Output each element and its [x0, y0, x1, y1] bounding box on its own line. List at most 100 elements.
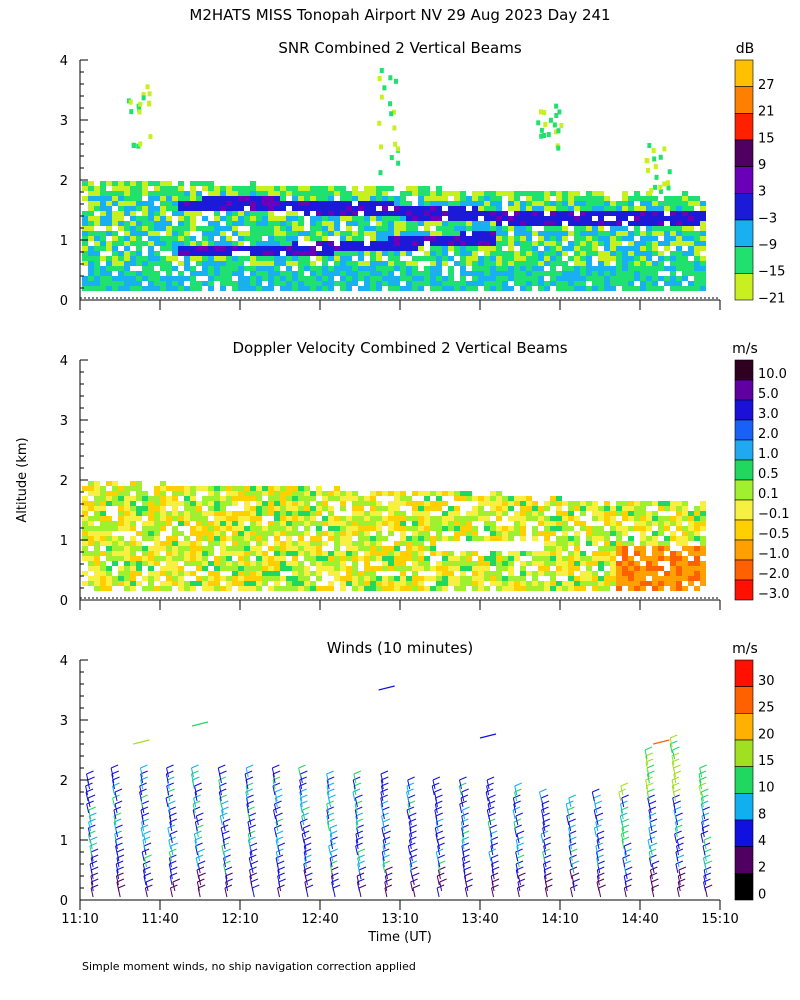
doppler-cell — [568, 571, 574, 576]
doppler-cell — [346, 526, 352, 531]
doppler-cell — [130, 481, 136, 486]
wind-barb-flag — [543, 836, 551, 841]
doppler-cell — [112, 541, 118, 546]
snr-cell — [118, 216, 124, 221]
snr-cell — [382, 186, 388, 191]
doppler-cell — [148, 546, 154, 551]
snr-cell — [574, 281, 580, 286]
doppler-cell — [460, 526, 466, 531]
dop-colorbar-label: −2.0 — [758, 567, 790, 582]
wind-barb-flag — [248, 812, 257, 817]
doppler-cell — [568, 566, 574, 571]
wind-barb-shaft — [516, 833, 520, 844]
snr-cell — [556, 261, 562, 266]
doppler-cell — [214, 541, 220, 546]
wind-barb-flag — [618, 788, 627, 793]
wind-barb-shaft — [166, 767, 170, 778]
doppler-cell — [682, 511, 688, 516]
wind-barb-flag — [435, 812, 443, 817]
snr-cell — [670, 271, 676, 276]
wind-barb-shaft — [539, 791, 543, 802]
doppler-cell — [592, 531, 598, 536]
snr-cell — [472, 286, 478, 291]
snr-colorbar-swatch — [734, 193, 754, 221]
snr-cell — [406, 271, 412, 276]
wind-barb-shaft — [196, 881, 200, 892]
snr-cell — [100, 256, 106, 261]
doppler-cell — [292, 521, 298, 526]
snr-cell — [389, 155, 394, 161]
doppler-cell — [172, 506, 178, 511]
doppler-cell — [616, 581, 622, 586]
snr-cell — [700, 236, 706, 241]
doppler-cell — [640, 556, 646, 561]
doppler-cell — [94, 556, 100, 561]
snr-cell — [118, 221, 124, 226]
snr-cell — [640, 201, 646, 206]
wind-barb-shaft — [298, 767, 302, 778]
snr-cell — [400, 206, 406, 211]
snr-cell — [226, 246, 232, 251]
doppler-cell — [184, 486, 190, 491]
snr-cell — [430, 196, 436, 201]
snr-cell — [232, 216, 238, 221]
doppler-cell — [118, 556, 124, 561]
snr-cell — [310, 281, 316, 286]
doppler-cell — [508, 576, 514, 581]
snr-cell — [694, 201, 700, 206]
snr-cell — [346, 276, 352, 281]
doppler-cell — [520, 496, 526, 501]
doppler-cell — [82, 496, 88, 501]
doppler-cell — [148, 506, 154, 511]
wind-colorbar-label: 15 — [758, 754, 775, 769]
wind-barb-flag — [673, 764, 681, 769]
snr-cell — [598, 236, 604, 241]
doppler-cell — [454, 566, 460, 571]
doppler-cell — [250, 581, 256, 586]
snr-cell — [670, 251, 676, 256]
doppler-cell — [280, 506, 286, 511]
doppler-cell — [178, 491, 184, 496]
snr-cell — [346, 206, 352, 211]
snr-cell — [274, 201, 280, 206]
snr-cell — [580, 201, 586, 206]
doppler-cell — [502, 531, 508, 536]
doppler-cell — [82, 551, 88, 556]
doppler-cell — [574, 501, 580, 506]
doppler-cell — [394, 581, 400, 586]
doppler-cell — [484, 496, 490, 501]
doppler-cell — [538, 556, 544, 561]
wind-barb-flag — [86, 770, 94, 775]
snr-cell — [646, 286, 652, 291]
doppler-cell — [616, 576, 622, 581]
wind-barb-flag — [648, 848, 657, 853]
snr-cell — [141, 92, 146, 98]
wind-barb-flag — [244, 770, 253, 775]
snr-cell — [460, 211, 466, 216]
doppler-cell — [694, 556, 700, 561]
wind-barb-flag — [299, 776, 307, 781]
snr-cell — [196, 206, 202, 211]
snr-cell — [166, 206, 172, 211]
wind-barb-flag — [142, 836, 151, 841]
wind-barb-shaft — [331, 881, 335, 892]
snr-cell — [682, 261, 688, 266]
snr-cell — [454, 241, 460, 246]
snr-cell — [526, 251, 532, 256]
wind-barb-flag — [624, 884, 632, 889]
doppler-cell — [358, 496, 364, 501]
snr-cell — [646, 216, 652, 221]
doppler-cell — [256, 496, 262, 501]
doppler-cell — [340, 521, 346, 526]
doppler-cell — [250, 491, 256, 496]
doppler-cell — [304, 546, 310, 551]
snr-cell — [526, 286, 532, 291]
wind-barb-shaft — [133, 739, 150, 745]
wind-barb-shaft — [356, 875, 360, 886]
snr-cell — [645, 158, 650, 164]
doppler-cell — [532, 501, 538, 506]
doppler-cell — [286, 561, 292, 566]
snr-cell — [298, 196, 304, 201]
doppler-cell — [406, 586, 412, 591]
wind-barb-flag — [702, 806, 710, 811]
